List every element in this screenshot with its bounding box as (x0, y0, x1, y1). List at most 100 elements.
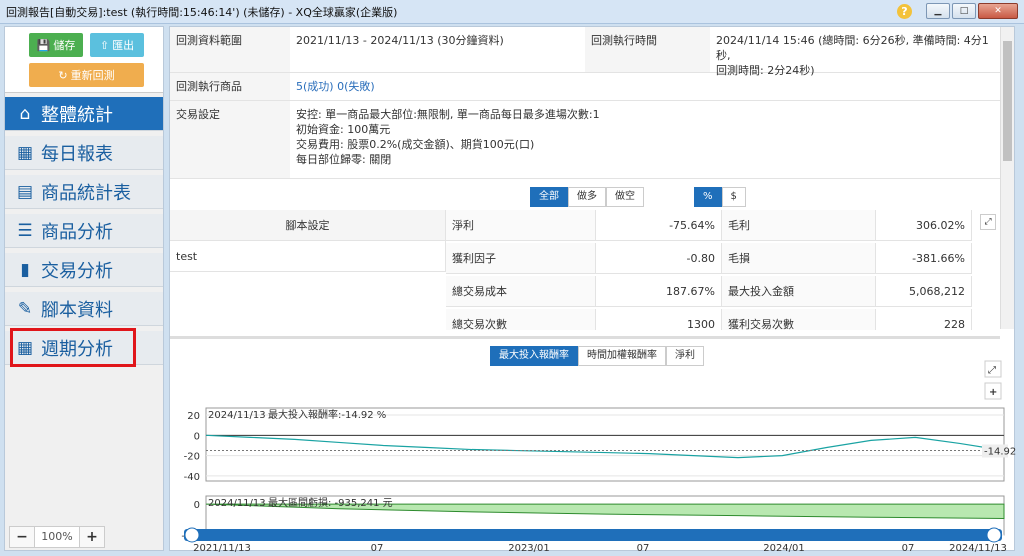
nav-period-analysis[interactable]: ▦ 週期分析 (5, 331, 163, 365)
stat-value: 306.02% (876, 210, 972, 241)
unit-filter: % $ (694, 187, 746, 207)
y-tick-label: 20 (187, 411, 200, 422)
export-button[interactable]: ⇧ 匯出 (90, 33, 144, 57)
product-label: 回測執行商品 (170, 73, 290, 101)
x-tick-label: 07 (371, 543, 384, 552)
script-label: 腳本設定 (170, 210, 446, 241)
chart-expand-icon[interactable] (984, 360, 1002, 378)
stat-value: -0.80 (596, 243, 722, 274)
x-tick-label: 07 (637, 543, 650, 552)
panel-splitter[interactable] (170, 336, 1000, 339)
minimize-button[interactable]: ▁ (926, 3, 950, 19)
maximize-button[interactable]: □ (952, 3, 976, 19)
last-value-box (982, 444, 1008, 458)
tab-time-weighted[interactable]: 時間加權報酬率 (578, 346, 666, 366)
legend-series: 最大區間虧損: -935,241 元 (268, 496, 393, 509)
backtest-info: 回測資料範圍 2021/11/13 - 2024/11/13 (30分鐘資料) … (170, 27, 1000, 179)
zoom-out-button[interactable]: − (9, 526, 35, 548)
last-value-label: -14.92 (984, 446, 1016, 457)
filter-short[interactable]: 做空 (606, 187, 644, 207)
drawdown-area (205, 503, 1005, 520)
scrollbar-thumb[interactable] (1003, 41, 1012, 161)
unit-percent[interactable]: % (694, 187, 722, 207)
y-tick-label: 0 (194, 431, 200, 442)
product-fail-link[interactable]: 0(失敗) (337, 80, 375, 93)
legend-series: 最大投入報酬率:-14.92 % (268, 408, 386, 421)
scroll-left-icon[interactable] (184, 527, 200, 543)
close-button[interactable]: ✕ (978, 3, 1018, 19)
stat-key: 毛損 (722, 243, 876, 274)
y-tick-label: -20 (184, 452, 200, 463)
refresh-icon: ↻ (58, 68, 68, 82)
exec-time-value: 2024/11/14 15:46 (總時間: 6分26秒, 準備時間: 4分1秒… (710, 27, 1000, 77)
x-axis: 2021/11/13 07 2023/01 07 2024/01 07 2024/11/13 (193, 543, 1007, 552)
product-success-link[interactable]: 5(成功) (296, 80, 334, 93)
sidebar: 💾 儲存 ⇧ 匯出 ↻ 重新回測 ⌂ 整體統計 ▦ 每日報表 ▤ 商品統計表 ☰ 商品分析 ▮… (4, 26, 164, 551)
range-label: 回測資料範圍 (170, 27, 290, 73)
nav-overall-stats[interactable]: ⌂ 整體統計 (5, 97, 163, 131)
return-line (205, 434, 1005, 459)
floppy-icon: 💾 (36, 38, 51, 52)
nav-trade-analysis[interactable]: ▮ 交易分析 (5, 253, 163, 287)
script-value: test (170, 241, 446, 272)
stat-key: 總交易次數 (446, 309, 596, 330)
nav-daily-report[interactable]: ▦ 每日報表 (5, 136, 163, 170)
window-title: 回測報告[自動交易]:test (執行時間:15:46:14') (未儲存) -… (6, 5, 398, 19)
chart-expand-glyph: ⤢ (988, 365, 996, 376)
tab-net-profit[interactable]: 淨利 (666, 346, 704, 366)
y-tick-label: -40 (184, 472, 200, 483)
stat-value: -75.64% (596, 210, 722, 241)
chart-zoom-in-icon[interactable] (984, 382, 1002, 400)
trade-settings-value: 安控: 單一商品最大部位:無限制, 單一商品每日最多進場次數:1 初始資金: 1… (290, 101, 1000, 179)
exec-time-label: 回測執行時間 (585, 27, 710, 73)
stat-key: 最大投入金額 (722, 276, 876, 307)
direction-filter: 全部 做多 做空 (530, 187, 644, 207)
nav-script-data[interactable]: ✎ 腳本資料 (5, 292, 163, 326)
calendar-icon: ▦ (16, 142, 34, 163)
filter-all[interactable]: 全部 (530, 187, 568, 207)
time-scrollbar[interactable] (184, 529, 1002, 541)
legend-date: 2024/11/13 (208, 498, 266, 509)
nav-product-analysis[interactable]: ☰ 商品分析 (5, 214, 163, 248)
save-button[interactable]: 💾 儲存 (29, 33, 83, 57)
x-tick-label: 2024/01 (763, 543, 805, 552)
vertical-scrollbar[interactable] (1000, 27, 1014, 329)
zoom-in-button[interactable]: + (79, 526, 105, 548)
filter-long[interactable]: 做多 (568, 187, 606, 207)
home-icon: ⌂ (19, 103, 31, 124)
stat-key: 毛利 (722, 210, 876, 241)
stat-key: 獲利因子 (446, 243, 596, 274)
stats-table: 腳本設定 test 淨利 -75.64% 毛利 306.02% 獲利因子 -0.… (170, 210, 1000, 330)
highlight-box (10, 328, 136, 367)
zoom-level: 100% (35, 526, 79, 548)
chart-zoom-glyph: + (989, 387, 997, 398)
calendar-icon: ▦ (16, 337, 34, 358)
range-value: 2021/11/13 - 2024/11/13 (30分鐘資料) (290, 27, 585, 73)
nav-product-stats[interactable]: ▤ 商品統計表 (5, 175, 163, 209)
stat-value: -381.66% (876, 243, 972, 274)
chart-tabs: 最大投入報酬率 時間加權報酬率 淨利 (490, 346, 704, 366)
stat-value: 228 (876, 309, 972, 330)
trade-settings-label: 交易設定 (170, 101, 290, 179)
y-tick-label: 0 (194, 500, 200, 511)
title-bar: 回測報告[自動交易]:test (執行時間:15:46:14') (未儲存) -… (0, 0, 1024, 24)
tab-max-return[interactable]: 最大投入報酬率 (490, 346, 578, 366)
scroll-right-icon[interactable] (986, 527, 1002, 543)
unit-dollar[interactable]: $ (721, 187, 746, 207)
help-icon[interactable]: ? (897, 3, 912, 19)
stat-value: 5,068,212 (876, 276, 972, 307)
stat-key: 獲利交易次數 (722, 309, 876, 330)
bar-chart-icon: ▮ (20, 259, 30, 280)
x-tick-label: 2024/11/13 (949, 543, 1007, 552)
expand-icon[interactable]: ⤢ (980, 214, 996, 230)
chart-area: ⤢ + 20 0 -20 -40 -14.92 2024/11/13 最大投入報酬率:-14… (181, 360, 1016, 552)
pencil-icon: ✎ (17, 298, 33, 319)
x-tick-label: 2023/01 (508, 543, 550, 552)
rerun-button[interactable]: ↻ 重新回測 (29, 63, 144, 87)
x-tick-label: 07 (902, 543, 915, 552)
stat-value: 187.67% (596, 276, 722, 307)
list-icon: ▤ (16, 181, 34, 202)
stat-key: 淨利 (446, 210, 596, 241)
stat-value: 1300 (596, 309, 722, 330)
